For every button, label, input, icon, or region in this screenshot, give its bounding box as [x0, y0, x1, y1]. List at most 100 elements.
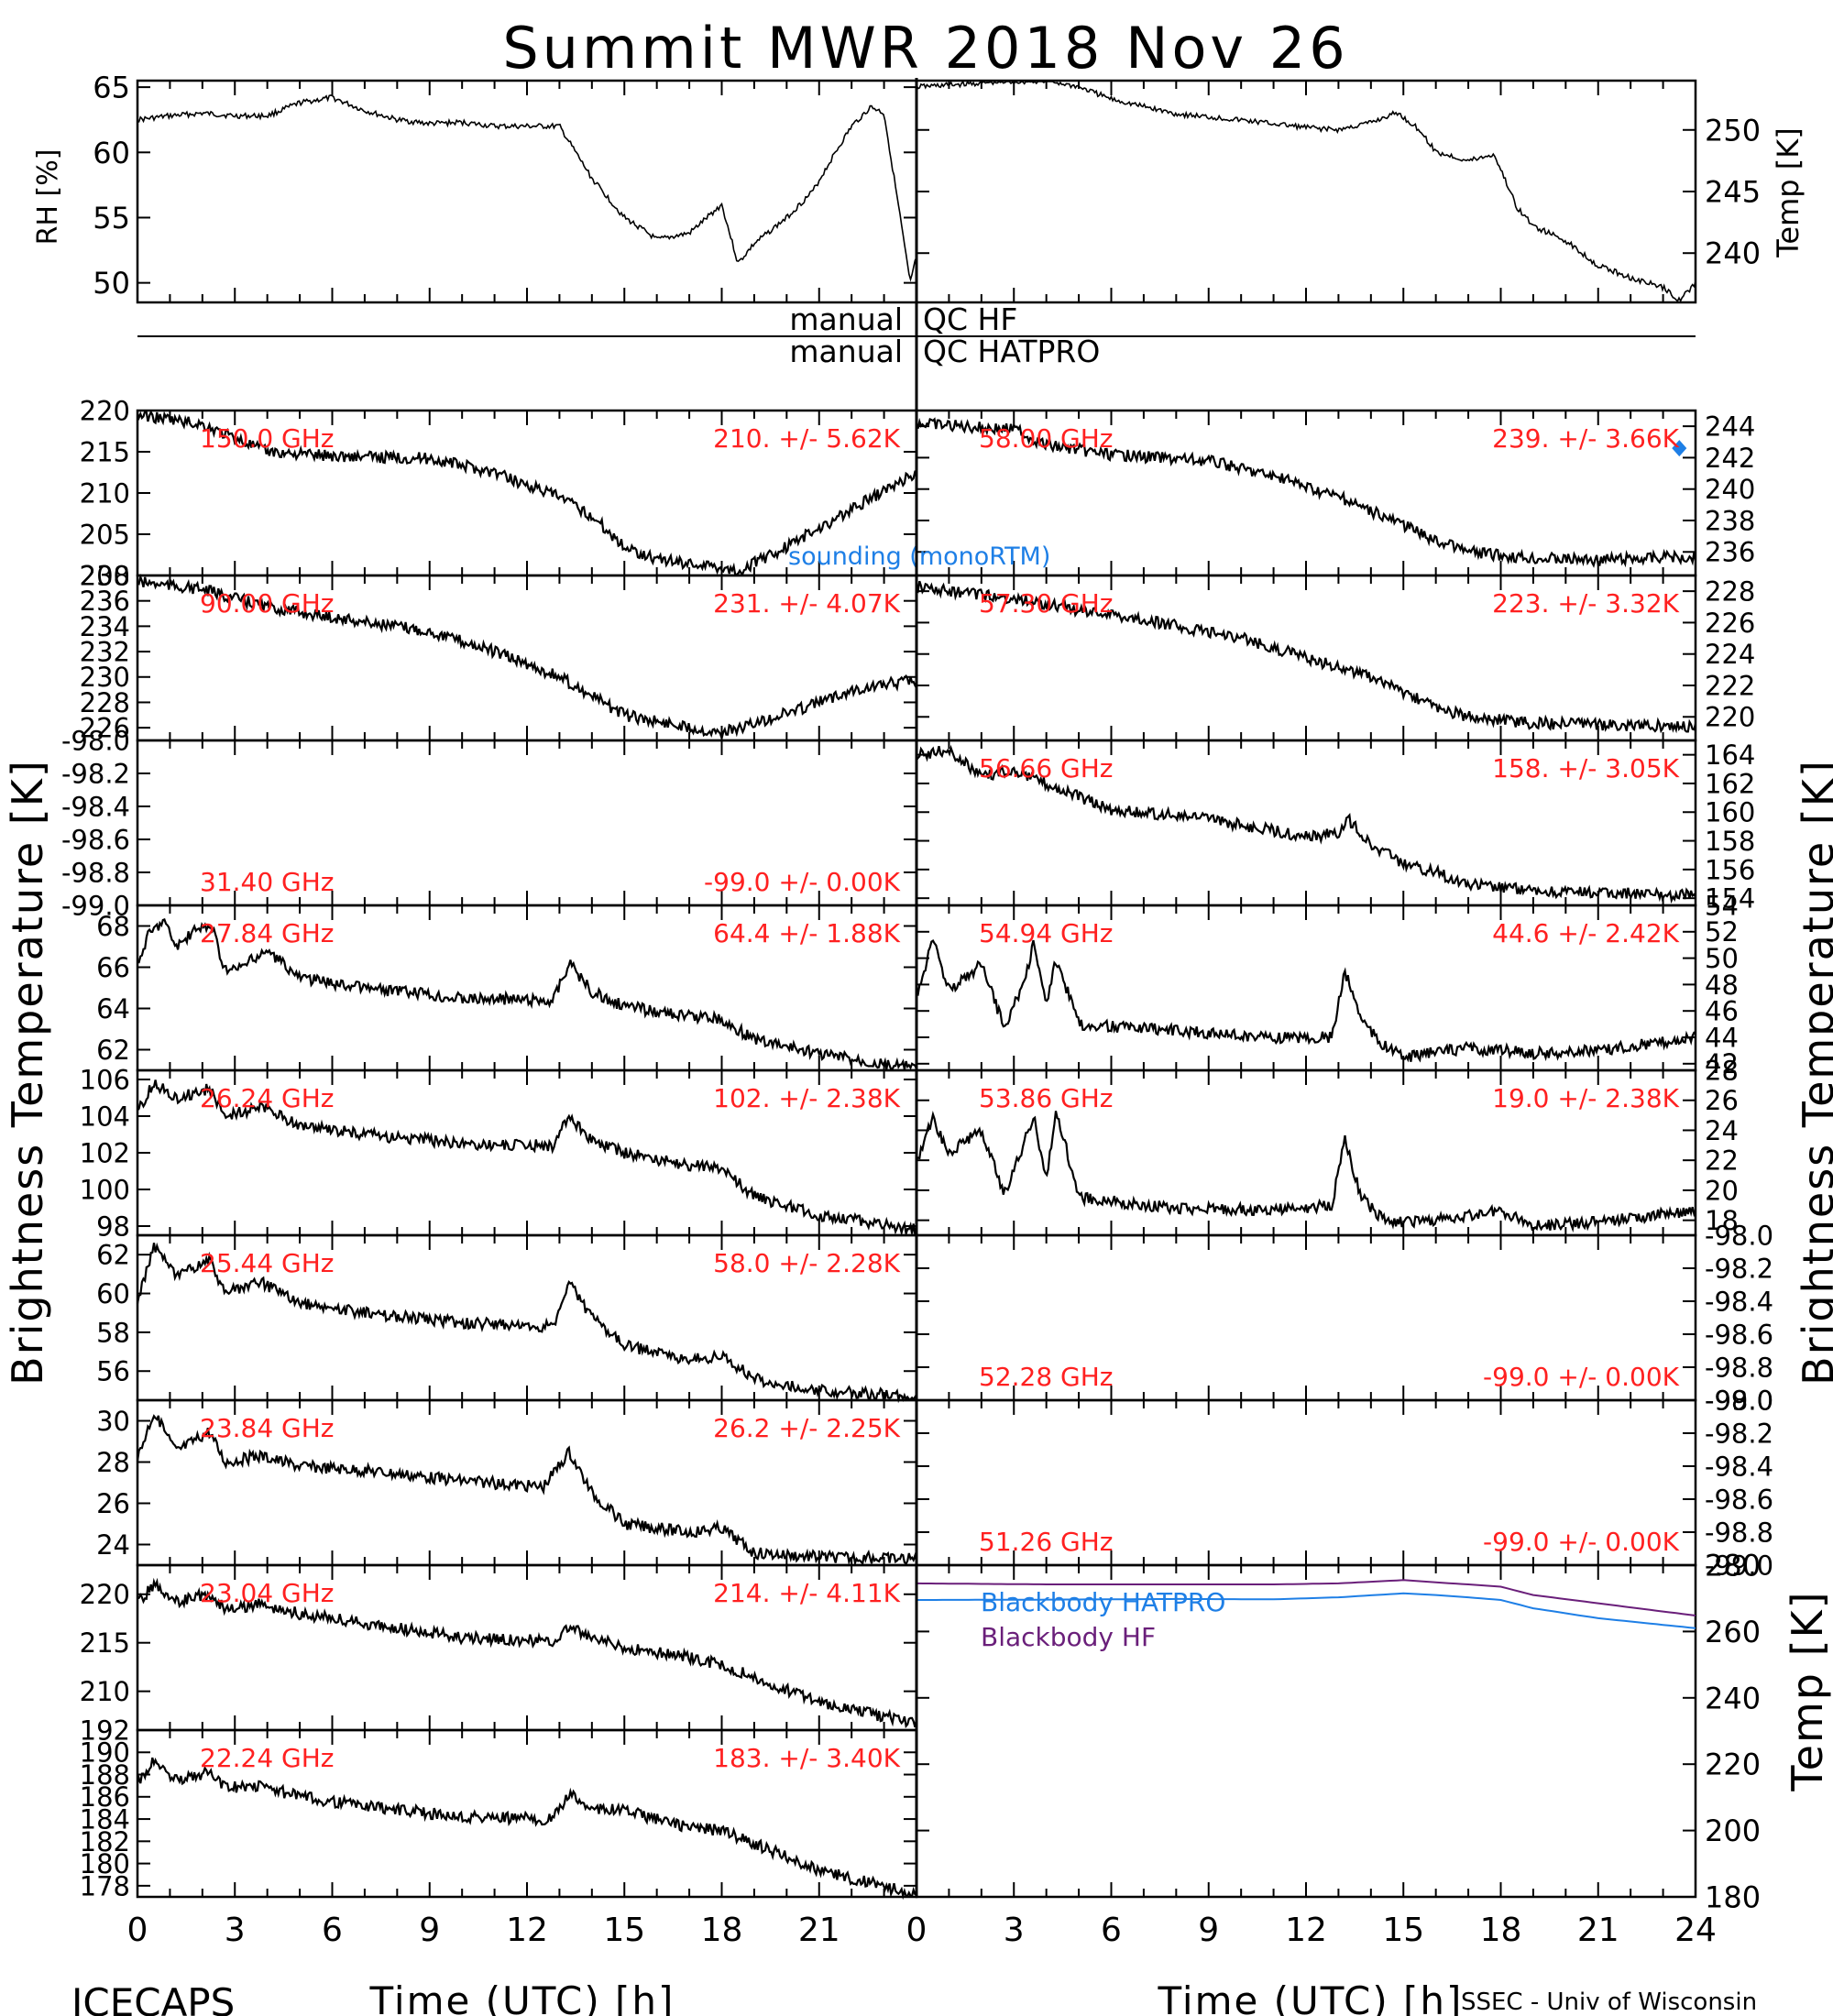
- x-ticks: [137, 1235, 917, 1400]
- series-line: [137, 1577, 918, 1729]
- y-tick-label: 260: [1705, 1615, 1761, 1649]
- x-tick-labels: 0 3 6 9 12 15 18 21 24: [906, 1912, 1717, 1949]
- y-tick-label: -98.2: [61, 758, 130, 789]
- y-tick-label: 62: [96, 1240, 130, 1271]
- x-tick-label: 18: [1480, 1912, 1522, 1949]
- y-tick-label: -98.2: [1705, 1418, 1773, 1449]
- y-tick-label: 106: [80, 1064, 130, 1095]
- y-tick-label: -99.0: [61, 890, 130, 921]
- qc-hf-manual-label: manual: [789, 301, 903, 337]
- y-tick-label: 26: [1705, 1085, 1739, 1116]
- y-tick-label: 60: [96, 1278, 130, 1309]
- panel-temp: 240 245 250: [915, 79, 1761, 304]
- x-tick-labels: 0 3 6 9 12 15 18 21: [127, 1912, 840, 1949]
- y-tick-label: 240: [1705, 474, 1755, 505]
- y-tick-label: 48: [1705, 970, 1739, 1001]
- y-tick-label: -98.0: [1705, 1385, 1773, 1416]
- y-tick-label: 42: [1705, 1048, 1739, 1079]
- y-tick-label: -98.0: [1705, 1220, 1773, 1251]
- x-ticks: [916, 1400, 1696, 1565]
- series-line: [136, 1242, 917, 1404]
- y-tick-label: 50: [93, 266, 130, 301]
- channel-stat: -99.0 +/- 0.00K: [1483, 1527, 1680, 1557]
- y-tick-label: 236: [80, 586, 130, 617]
- y-tick-label: 280: [1705, 1549, 1761, 1583]
- x-ticks: [916, 1070, 1696, 1235]
- channel-frequency: 58.00 GHz: [979, 423, 1114, 454]
- y-tick-label: 154: [1705, 883, 1755, 915]
- channel-stat: 19.0 +/- 2.38K: [1492, 1083, 1679, 1113]
- y-tick-label: 60: [93, 136, 130, 170]
- panel-ch150: 200 205 210 215 220 150.0 GHz 210. +/- 5.62K: [80, 395, 918, 591]
- y-ticks: 50 55 60 65: [93, 71, 916, 301]
- y-ticks: 200 205 210 215 220: [80, 395, 916, 591]
- y-ticks: 210 215 220: [80, 1579, 916, 1707]
- y-tick-label: -98.2: [1705, 1253, 1773, 1284]
- temp-axis-label: Temp [K]: [1771, 127, 1806, 257]
- y-tick-label: 184: [80, 1804, 130, 1835]
- series-line: [916, 744, 1696, 904]
- y-tick-label: -98.8: [1705, 1517, 1773, 1548]
- y-tick-label: -98.6: [61, 824, 130, 855]
- y-tick-label: 158: [1705, 826, 1755, 857]
- panel-ch3140: -98.0-98.2-98.4-98.6-98.8-99.031.40 GHz -…: [61, 725, 918, 921]
- channel-frequency: 57.30 GHz: [979, 588, 1114, 619]
- panel-blackbody: 180 200 220 240 260 280 0 3 6 9 12 15 18 21 24: [906, 1549, 1762, 1949]
- y-tick-label: 58: [96, 1317, 130, 1348]
- y-tick-label: -99.0: [1705, 1550, 1773, 1581]
- series-line: [136, 1757, 917, 1901]
- x-tick-label: 0: [127, 1912, 148, 1949]
- channel-frequency: 150.0 GHz: [200, 423, 335, 454]
- y-tick-label: -98.6: [1705, 1484, 1773, 1515]
- channel-stat: 183. +/- 3.40K: [713, 1743, 900, 1773]
- y-tick-label: 230: [80, 662, 130, 693]
- y-tick-label: 46: [1705, 996, 1739, 1027]
- channel-stat: 231. +/- 4.07K: [713, 588, 900, 619]
- y-tick-label: 102: [80, 1137, 130, 1168]
- series-line: [137, 1079, 916, 1237]
- channel-frequency: 54.94 GHz: [979, 918, 1114, 948]
- y-tick-label: 205: [80, 519, 130, 550]
- y-tick-label: 64: [96, 993, 130, 1024]
- series-line: [136, 410, 917, 576]
- y-tick-label: 180: [1705, 1880, 1761, 1915]
- x-ticks: [916, 740, 1696, 905]
- y-tick-label: 228: [80, 687, 130, 718]
- panel-ch2384: 24 26 28 30 23.84 GHz 26.2 +/- 2.25K: [96, 1398, 918, 1567]
- x-tick-label: 9: [419, 1912, 440, 1949]
- y-tick-label: 220: [1705, 1748, 1761, 1782]
- y-ticks: 56 58 60 62: [96, 1240, 916, 1387]
- y-tick-label: 220: [80, 1579, 130, 1610]
- channel-frequency: 27.84 GHz: [200, 918, 335, 948]
- x-ticks: [137, 905, 917, 1070]
- y-tick-label: 164: [1705, 740, 1755, 771]
- y-tick-label: 222: [1705, 670, 1755, 701]
- x-tick-label: 9: [1198, 1912, 1219, 1949]
- y-tick-label: -98.8: [61, 857, 130, 888]
- y-ticks: -98.0-98.2-98.4-98.6-98.8-99.0: [61, 725, 916, 921]
- y-tick-label: 226: [80, 713, 130, 744]
- y-tick-label: -98.0: [61, 725, 130, 756]
- axis-labels: RH [%] Temp [K] Brightness Temperature […: [3, 127, 1833, 2016]
- y-tick-label: 50: [1705, 943, 1739, 974]
- series-line: [136, 1414, 918, 1567]
- y-tick-label: 18: [1705, 1205, 1739, 1236]
- y-tick-label: -98.4: [1705, 1286, 1773, 1317]
- y-tick-label: 66: [96, 952, 130, 983]
- y-ticks: 240 245 250: [916, 113, 1761, 271]
- x-tick-label: 24: [1674, 1912, 1717, 1949]
- y-tick-label: 238: [80, 560, 130, 591]
- y-tick-label: 210: [80, 1676, 130, 1707]
- y-tick-label: 224: [1705, 639, 1755, 670]
- panel-ch5126: -98.0-98.2-98.4-98.6-98.8-99.051.26 GHz -…: [915, 1385, 1773, 1581]
- y-ticks: 62 64 66 68: [96, 911, 916, 1066]
- y-tick-label: 188: [80, 1759, 130, 1791]
- x-ticks: [137, 575, 917, 740]
- sounding-label: sounding (monoRTM): [788, 542, 1050, 571]
